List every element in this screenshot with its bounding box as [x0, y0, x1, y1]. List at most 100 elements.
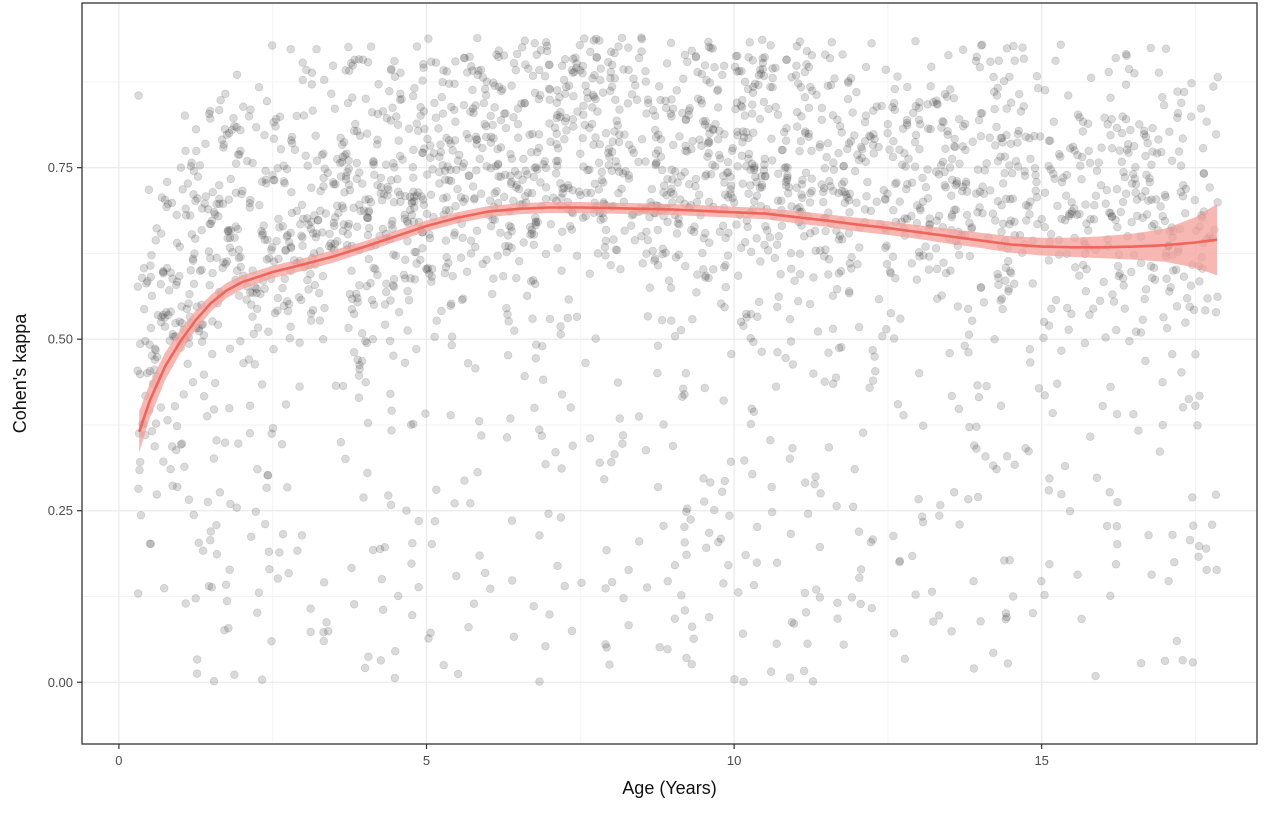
- data-point: [338, 226, 348, 236]
- data-point: [1008, 194, 1018, 203]
- data-point: [943, 130, 952, 140]
- data-point: [1006, 139, 1016, 149]
- data-point: [579, 162, 588, 171]
- data-point: [144, 185, 154, 194]
- data-point: [840, 198, 850, 208]
- data-point: [1019, 102, 1028, 111]
- data-point: [232, 503, 242, 512]
- data-point: [390, 72, 400, 81]
- data-point: [441, 175, 450, 184]
- data-point: [502, 303, 511, 313]
- data-point: [976, 617, 985, 626]
- data-point: [298, 214, 308, 224]
- data-point: [619, 593, 628, 603]
- data-point: [1007, 169, 1017, 178]
- data-point: [369, 157, 378, 167]
- data-point: [533, 165, 542, 174]
- data-point: [403, 218, 413, 228]
- data-point: [747, 159, 757, 169]
- data-point: [469, 195, 479, 204]
- data-point: [586, 47, 595, 57]
- data-point: [961, 145, 970, 155]
- data-point: [1002, 44, 1012, 53]
- data-point: [261, 166, 270, 176]
- data-point: [672, 229, 682, 238]
- data-point: [1203, 294, 1212, 303]
- data-point: [226, 499, 235, 509]
- data-point: [594, 158, 604, 168]
- data-point: [692, 288, 701, 297]
- data-point: [1138, 315, 1148, 325]
- data-point: [788, 443, 797, 453]
- y-tick-label: 0.75: [48, 160, 73, 175]
- data-point: [581, 212, 590, 221]
- data-point: [821, 226, 830, 236]
- data-point: [606, 73, 615, 83]
- data-point: [489, 134, 498, 143]
- data-point: [746, 419, 756, 429]
- data-point: [205, 106, 215, 116]
- data-point: [557, 464, 566, 473]
- data-point: [1142, 170, 1151, 180]
- data-point: [426, 190, 436, 200]
- data-point: [914, 115, 924, 125]
- x-axis-title: Age (Years): [622, 778, 716, 798]
- data-point: [773, 302, 782, 312]
- data-point: [721, 282, 731, 292]
- data-point: [651, 160, 660, 170]
- data-point: [405, 192, 415, 202]
- data-point: [1115, 269, 1125, 279]
- data-point: [595, 140, 605, 149]
- data-point: [719, 263, 729, 272]
- data-point: [275, 548, 284, 557]
- data-point: [1083, 119, 1093, 128]
- data-point: [1031, 186, 1041, 196]
- data-point: [585, 123, 594, 133]
- data-point: [390, 163, 399, 172]
- data-point: [387, 426, 396, 435]
- data-point: [386, 65, 396, 75]
- data-point: [273, 574, 283, 583]
- data-point: [865, 383, 874, 392]
- data-point: [175, 317, 185, 326]
- data-point: [422, 170, 432, 179]
- data-point: [637, 47, 646, 56]
- data-point: [466, 107, 475, 116]
- data-point: [388, 103, 397, 113]
- data-point: [279, 161, 288, 170]
- data-point: [935, 511, 944, 520]
- data-point: [494, 52, 503, 62]
- data-point: [900, 149, 909, 158]
- data-point: [850, 166, 860, 176]
- data-point: [1111, 325, 1121, 335]
- data-point: [236, 146, 245, 156]
- data-point: [850, 465, 859, 474]
- data-point: [349, 309, 359, 319]
- data-point: [730, 62, 740, 72]
- data-point: [428, 164, 437, 174]
- data-point: [184, 299, 193, 308]
- data-point: [418, 148, 428, 158]
- data-point: [612, 245, 622, 255]
- data-point: [319, 149, 328, 158]
- data-point: [999, 556, 1009, 565]
- data-point: [697, 141, 706, 150]
- data-point: [328, 178, 338, 187]
- data-point: [506, 222, 516, 232]
- data-point: [705, 78, 715, 87]
- data-point: [757, 180, 767, 190]
- data-point: [283, 231, 292, 240]
- data-point: [1121, 114, 1131, 124]
- data-point: [215, 488, 225, 497]
- data-point: [302, 65, 311, 75]
- data-point: [681, 146, 690, 155]
- data-point: [791, 71, 801, 80]
- data-point: [786, 337, 796, 346]
- data-point: [1147, 273, 1157, 283]
- data-point: [746, 334, 755, 343]
- data-point: [971, 189, 981, 198]
- data-point: [451, 117, 460, 126]
- data-point: [434, 124, 443, 133]
- data-point: [727, 349, 736, 359]
- data-point: [776, 269, 785, 279]
